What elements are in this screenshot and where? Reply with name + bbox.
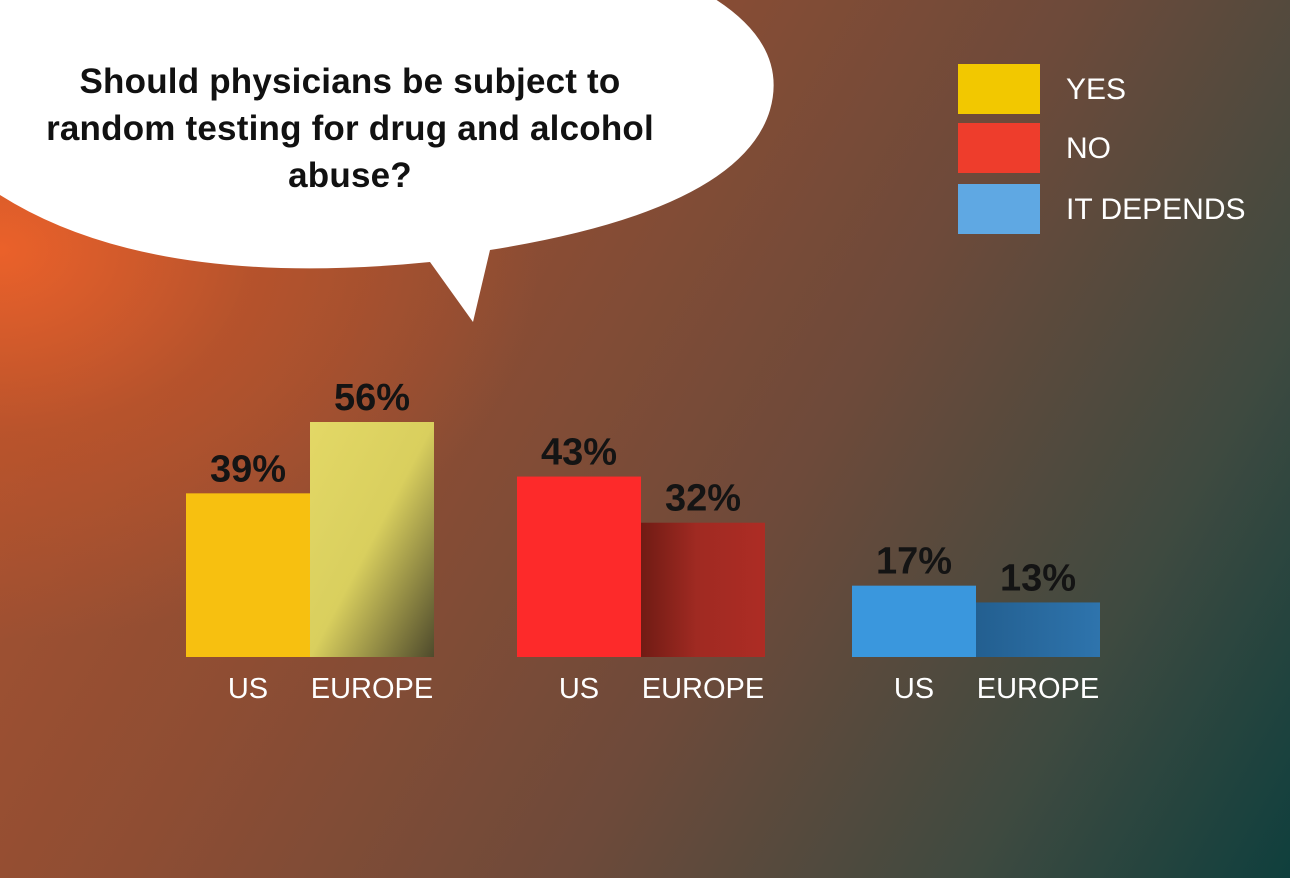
legend-swatch-it-depends <box>958 184 1040 234</box>
bar-no-us <box>517 476 641 657</box>
category-label-it-depends-us: US <box>894 673 934 705</box>
bar-yes-us <box>186 493 310 657</box>
value-label-it-depends-europe: 13% <box>1000 557 1076 599</box>
value-label-it-depends-us: 17% <box>876 541 952 583</box>
legend-swatch-no <box>958 123 1040 173</box>
bar-it-depends-europe <box>976 602 1100 657</box>
bar-no-europe <box>641 522 765 657</box>
value-label-yes-us: 39% <box>210 448 286 490</box>
legend-swatch-yes <box>958 64 1040 114</box>
legend-label-no: NO <box>1066 132 1111 165</box>
value-label-no-europe: 32% <box>665 478 741 520</box>
value-label-no-us: 43% <box>541 432 617 474</box>
legend-label-it-depends: IT DEPENDS <box>1066 193 1246 226</box>
bar-yes-europe <box>310 422 434 657</box>
chart-title: Should physicians be subject to random t… <box>46 62 654 195</box>
category-label-no-europe: EUROPE <box>642 673 764 705</box>
value-label-yes-europe: 56% <box>334 377 410 419</box>
bar-it-depends-us <box>852 585 976 657</box>
category-label-yes-europe: EUROPE <box>311 673 433 705</box>
legend-label-yes: YES <box>1066 73 1127 106</box>
category-label-no-us: US <box>559 673 599 705</box>
category-label-it-depends-europe: EUROPE <box>977 673 1099 705</box>
category-label-yes-us: US <box>228 673 268 705</box>
